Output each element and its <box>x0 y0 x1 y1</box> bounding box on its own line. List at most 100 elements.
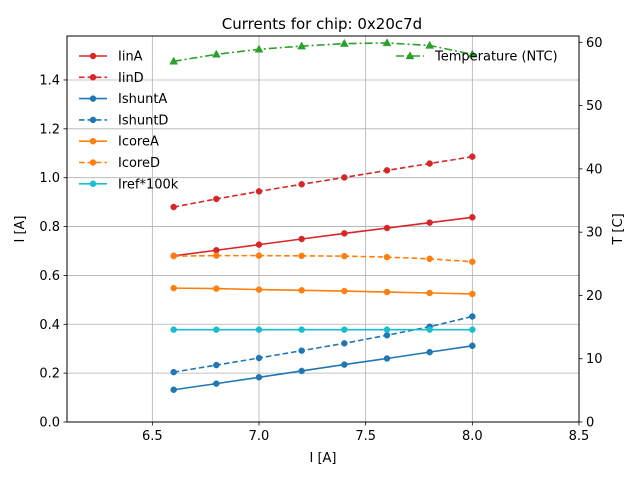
data-point-icored <box>213 252 220 259</box>
data-point-icored <box>426 255 433 263</box>
data-point-iind <box>298 181 305 188</box>
plot-frame <box>66 35 580 423</box>
x-tick-label: 7.5 <box>355 429 376 444</box>
data-point-iind <box>170 203 177 211</box>
data-point-temperature-ntc <box>169 56 179 65</box>
legend-label-icored: IcoreD <box>118 156 160 171</box>
data-point-iina <box>298 235 305 243</box>
series-temperature-ntc <box>169 38 477 65</box>
x-tick-label: 6.5 <box>142 429 163 444</box>
data-point-ishuntd <box>170 368 177 376</box>
legend-label-ishunta: IshuntA <box>118 92 167 107</box>
series-ishunta <box>170 342 476 394</box>
data-point-iina <box>383 224 391 232</box>
series-line-temperature-ntc <box>173 42 473 63</box>
legend-marker-temperature-ntc <box>405 51 415 60</box>
data-point-iref-100k <box>170 326 177 333</box>
data-point-ishuntd <box>213 361 220 369</box>
series-line-icored <box>173 254 473 263</box>
data-point-iref-100k <box>469 326 476 333</box>
series-ishuntd <box>170 313 476 376</box>
data-point-iind <box>469 153 476 160</box>
y-tick-label: 0.2 <box>39 367 60 382</box>
chart-title: Currents for chip: 0x20c7d <box>222 15 422 33</box>
axes: 6.5 7.0 7.5 8.0 8.5 0.0 0.2 0.4 0.6 0.8 1.0 1.2 1.4 0… <box>39 36 602 444</box>
series-layer <box>169 38 477 394</box>
data-point-icored <box>298 252 305 260</box>
series-line-ishunta <box>173 344 473 391</box>
legend-label-iina: IinA <box>118 50 143 65</box>
legend-label-ishuntd: IshuntD <box>118 113 168 128</box>
data-point-iref-100k <box>298 326 305 333</box>
data-point-temperature-ntc <box>297 41 307 50</box>
data-point-iref-100k <box>426 326 433 333</box>
y-tick-label: 0.8 <box>39 220 60 235</box>
y2-tick-label: 0 <box>586 416 594 431</box>
data-point-iina <box>426 219 433 226</box>
data-point-icorea <box>341 287 348 295</box>
data-point-icorea <box>170 284 177 292</box>
data-point-iind <box>426 160 433 167</box>
data-point-iind <box>255 188 263 195</box>
data-point-iref-100k <box>213 326 220 333</box>
x-tick-label: 8.0 <box>462 429 483 444</box>
data-point-temperature-ntc <box>425 40 435 49</box>
series-line-iina <box>173 216 473 257</box>
data-point-temperature-ntc <box>254 44 264 53</box>
legend-marker-icorea <box>89 137 97 145</box>
y-tick-label: 1.0 <box>39 171 60 186</box>
data-point-ishuntd <box>298 347 305 354</box>
series-iref-100k <box>170 326 476 333</box>
series-iina <box>170 214 476 260</box>
data-point-temperature-ntc <box>382 38 392 47</box>
legend-item-iind: IinD <box>79 71 144 86</box>
data-point-iref-100k <box>341 326 348 333</box>
series-line-icorea <box>173 287 473 295</box>
legend-label-iind: IinD <box>118 71 144 86</box>
data-point-icorea <box>383 288 391 296</box>
data-point-icorea <box>469 290 476 298</box>
data-point-ishunta <box>213 380 220 387</box>
data-point-icored <box>469 258 476 265</box>
legend-item-iina: IinA <box>79 50 143 65</box>
data-point-icored <box>170 252 177 260</box>
y-tick-label: 0.6 <box>39 269 60 284</box>
data-point-iina <box>213 247 220 254</box>
data-point-ishunta <box>170 386 177 394</box>
data-point-ishuntd <box>255 354 263 362</box>
legend-label-icorea: IcoreA <box>118 135 159 150</box>
data-point-temperature-ntc <box>211 49 221 58</box>
data-point-iind <box>383 167 391 174</box>
data-point-iind <box>341 174 348 181</box>
series-iind <box>170 153 476 211</box>
data-point-temperature-ntc <box>339 38 349 47</box>
y-axis-label: I [A] <box>13 215 28 242</box>
y2-tick-label: 30 <box>586 226 603 241</box>
legend-marker-icored <box>89 159 97 166</box>
data-point-ishunta <box>341 361 348 368</box>
data-point-icored <box>341 252 348 260</box>
data-point-iref-100k <box>255 326 263 333</box>
legend-label-temperature-ntc: Temperature (NTC) <box>434 50 558 65</box>
data-point-ishunta <box>255 374 263 381</box>
y2-tick-label: 20 <box>586 289 603 304</box>
data-point-iref-100k <box>383 326 391 333</box>
y2-axis-label: T [C] <box>611 213 626 245</box>
data-point-temperature-ntc <box>467 49 477 58</box>
y2-tick-label: 60 <box>586 36 603 51</box>
data-point-icored <box>255 252 263 259</box>
data-point-icorea <box>213 285 220 292</box>
x-tick-label: 7.0 <box>249 429 270 444</box>
y-tick-label: 0.4 <box>39 318 60 333</box>
data-point-icorea <box>298 287 305 294</box>
legend-item-icored: IcoreD <box>79 156 160 171</box>
data-point-iina <box>341 230 348 237</box>
legend-item-ishuntd: IshuntD <box>79 113 168 128</box>
legend-marker-iina <box>89 52 97 60</box>
legend-marker-iref-100k <box>89 180 97 188</box>
y2-tick-label: 10 <box>586 352 603 367</box>
y-tick-label: 1.4 <box>39 73 60 88</box>
series-icored <box>170 252 476 265</box>
data-point-ishuntd <box>341 340 348 347</box>
